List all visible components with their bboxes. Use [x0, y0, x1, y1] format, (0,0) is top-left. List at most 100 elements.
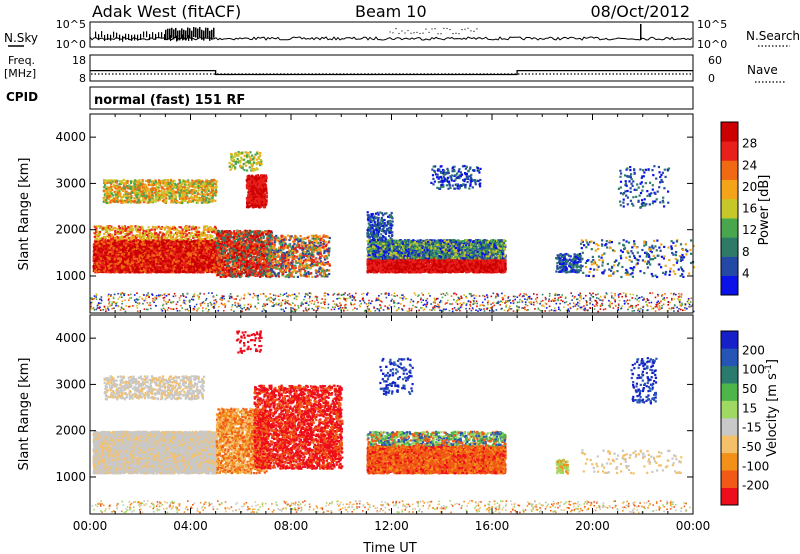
noise-search-dot [419, 33, 420, 34]
echo-cell [231, 309, 233, 311]
echo-cell [302, 303, 304, 305]
echo-cell [608, 305, 610, 307]
echo-cell [652, 292, 654, 294]
noise-spike [125, 34, 126, 40]
echo-cell [144, 308, 146, 310]
echo-cell [192, 296, 194, 298]
echo-cell [457, 304, 459, 306]
echo-cell [183, 295, 185, 297]
echo-cell [452, 308, 454, 310]
echo-cell [493, 310, 495, 312]
echo-cell [108, 298, 110, 300]
echo-cell [611, 295, 613, 297]
echo-cell [101, 296, 103, 298]
echo-cell [470, 305, 472, 307]
echo-cell [288, 294, 290, 296]
echo-cell [244, 307, 246, 309]
echo-cell [180, 295, 182, 297]
echo-cell [194, 306, 196, 308]
echo-cell [458, 297, 460, 299]
echo-cell [580, 307, 582, 309]
echo-cell [272, 305, 274, 307]
echo-cell [117, 298, 119, 300]
echo-cell [494, 305, 496, 307]
echo-cell [301, 304, 303, 306]
echo-cell [324, 293, 326, 295]
echo-cell [602, 304, 604, 306]
echo-cell [496, 302, 498, 304]
echo-cell [584, 308, 586, 310]
echo-cell [624, 300, 626, 302]
echo-cell [691, 298, 693, 300]
noise-spike [205, 28, 207, 38]
echo-cell [476, 303, 478, 305]
echo-cell [171, 308, 173, 310]
echo-cell [233, 310, 235, 312]
echo-cell [565, 297, 567, 299]
echo-cell [160, 294, 162, 296]
echo-cell [510, 302, 512, 304]
echo-cell [673, 293, 675, 295]
echo-cell [385, 293, 387, 295]
beam-label: Beam 10 [355, 2, 427, 21]
echo-cell [471, 310, 473, 312]
echo-cell [544, 310, 546, 312]
echo-cell [97, 307, 99, 309]
echo-cell [113, 307, 115, 309]
echo-cell [591, 301, 593, 303]
echo-cell [531, 303, 533, 305]
echo-cell [228, 300, 230, 302]
echo-cell [294, 298, 296, 300]
noise-search-dot [395, 28, 396, 29]
echo-cell [443, 293, 445, 295]
echo-cell [338, 298, 340, 300]
echo-cell [197, 295, 199, 297]
echo-cell [281, 309, 283, 311]
echo-cell [621, 305, 623, 307]
echo-cell [484, 310, 486, 312]
echo-cell [513, 302, 515, 304]
echo-cell [629, 300, 631, 302]
echo-cell [539, 303, 541, 305]
echo-cell [279, 296, 281, 298]
echo-cell [445, 303, 447, 305]
noise-left-tick-bottom: 10^0 [56, 38, 86, 51]
noise-spike [167, 34, 168, 40]
echo-cell [387, 307, 389, 309]
echo-cell [618, 296, 620, 298]
noise-spike [143, 32, 144, 38]
noise-spike [197, 29, 199, 39]
echo-cell [308, 308, 310, 310]
echo-cell [451, 303, 453, 305]
echo-cell [597, 293, 599, 295]
echo-cell [446, 292, 448, 294]
echo-cell [377, 299, 379, 301]
echo-cell [657, 307, 659, 309]
echo-cell [636, 295, 638, 297]
echo-cell [205, 308, 207, 310]
echo-cell [284, 310, 286, 312]
echo-cell [203, 293, 205, 295]
echo-cell [177, 301, 179, 303]
echo-cell [624, 303, 626, 305]
echo-cell [352, 295, 354, 297]
echo-cell [394, 293, 396, 295]
echo-cell [526, 299, 528, 301]
echo-cell [457, 308, 459, 310]
echo-cell [216, 294, 218, 296]
echo-cell [524, 298, 526, 300]
echo-cell [568, 309, 570, 311]
echo-cell [627, 303, 629, 305]
echo-cell [618, 305, 620, 307]
freq-left-tick-top: 18 [72, 54, 86, 67]
echo-cell [272, 302, 274, 304]
echo-cell [219, 299, 221, 301]
echo-cell [292, 294, 294, 296]
echo-cell [148, 304, 150, 306]
noise-spike [146, 31, 147, 37]
echo-cell [321, 307, 323, 309]
echo-cell [234, 298, 236, 300]
echo-cell [472, 304, 474, 306]
echo-cell [595, 294, 597, 296]
